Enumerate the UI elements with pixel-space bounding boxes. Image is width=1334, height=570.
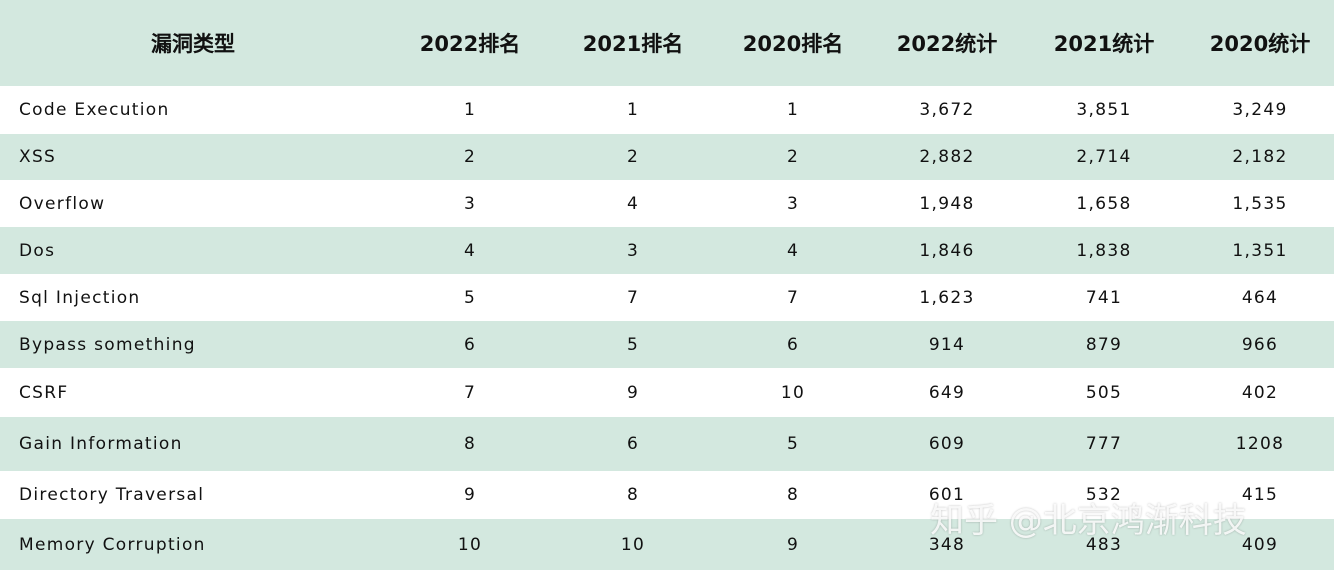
table-row: Directory Traversal 9 8 8 601 532 415	[0, 471, 1334, 519]
table-cell: 1,351	[1232, 240, 1288, 261]
table-cell: Dos	[19, 240, 56, 261]
table-cell: 1,846	[919, 240, 975, 261]
table-cell: 483	[1085, 534, 1123, 555]
table-cell: 1	[463, 100, 477, 120]
header-cell: 2022统计	[896, 32, 998, 56]
table-cell: 9	[626, 382, 640, 403]
table-cell: XSS	[19, 147, 57, 167]
table-cell: 1,948	[919, 193, 975, 214]
table-cell: 3	[626, 240, 640, 261]
table-row: Code Execution 1 1 1 3,672 3,851 3,249	[0, 86, 1334, 134]
table-cell: 415	[1241, 485, 1279, 505]
table-cell: 8	[463, 434, 477, 454]
table-cell: Memory Corruption	[19, 534, 206, 555]
table-cell: 4	[463, 240, 477, 261]
table-cell: 8	[786, 485, 800, 505]
table-row: Dos 4 3 4 1,846 1,838 1,351	[0, 227, 1334, 274]
table-cell: 3,249	[1232, 100, 1288, 120]
table-row: Sql Injection 5 7 7 1,623 741 464	[0, 274, 1334, 321]
watermark: 知乎 @北京鸿渐科技	[930, 501, 1247, 541]
table-cell: 6	[786, 334, 800, 355]
table-cell: 5	[626, 334, 640, 355]
table-cell: 348	[928, 534, 966, 555]
table-cell: 7	[463, 382, 477, 403]
table-cell: 1	[626, 100, 640, 120]
header-cell: 2021统计	[1053, 32, 1155, 56]
table-cell: 9	[786, 534, 800, 555]
table-cell: Bypass something	[19, 334, 196, 355]
table-cell: 1,838	[1076, 240, 1132, 261]
table-cell: 409	[1241, 534, 1279, 555]
table-cell: Overflow	[19, 193, 106, 214]
table-cell: 464	[1241, 287, 1279, 308]
table-cell: 3,851	[1076, 100, 1132, 120]
table-row: XSS 2 2 2 2,882 2,714 2,182	[0, 134, 1334, 180]
table-cell: 2,714	[1076, 147, 1132, 167]
table-cell: 4	[786, 240, 800, 261]
table-cell: 609	[928, 434, 966, 454]
table-cell: 2	[626, 147, 640, 167]
table-cell: 1208	[1235, 434, 1285, 454]
table-cell: 914	[928, 334, 966, 355]
table-cell: 2	[463, 147, 477, 167]
table-cell: 2,182	[1232, 147, 1288, 167]
table-cell: Gain Information	[19, 434, 183, 454]
table-cell: 1,658	[1076, 193, 1132, 214]
table-cell: 10	[457, 534, 483, 555]
table-row: Gain Information 8 6 5 609 777 1208	[0, 417, 1334, 471]
table-row: Memory Corruption 10 10 9 348 483 409	[0, 519, 1334, 570]
table-cell: 879	[1085, 334, 1123, 355]
table-cell: 402	[1241, 382, 1279, 403]
table-cell: 3,672	[919, 100, 975, 120]
header-cell: 2020统计	[1209, 32, 1311, 56]
table-cell: 6	[463, 334, 477, 355]
table-cell: 5	[463, 287, 477, 308]
table-row: Overflow 3 4 3 1,948 1,658 1,535	[0, 180, 1334, 227]
table-cell: 7	[626, 287, 640, 308]
table-cell: 966	[1241, 334, 1279, 355]
table-cell: 9	[463, 485, 477, 505]
table-cell: 2,882	[919, 147, 975, 167]
table-cell: Directory Traversal	[19, 485, 205, 505]
table-cell: Sql Injection	[19, 287, 141, 308]
table-cell: 1,535	[1232, 193, 1288, 214]
table-cell: 4	[626, 193, 640, 214]
header-row: 漏洞类型 2022排名 2021排名 2020排名 2022统计 2021统计 2020统计	[0, 0, 1334, 86]
table-cell: 10	[620, 534, 646, 555]
table-row: CSRF 7 9 10 649 505 402	[0, 368, 1334, 417]
table-row: Bypass something 6 5 6 914 879 966	[0, 321, 1334, 368]
table-cell: 3	[786, 193, 800, 214]
table-cell: 7	[786, 287, 800, 308]
header-cell: 漏洞类型	[151, 32, 235, 56]
table-cell: 8	[626, 485, 640, 505]
table-cell: CSRF	[19, 382, 69, 403]
header-cell: 2020排名	[742, 32, 844, 56]
table-cell: 10	[780, 382, 806, 403]
table-cell: 532	[1085, 485, 1123, 505]
table-cell: Code Execution	[19, 100, 170, 120]
table-cell: 649	[928, 382, 966, 403]
table-cell: 6	[626, 434, 640, 454]
table-cell: 601	[928, 485, 966, 505]
table-cell: 1	[786, 100, 800, 120]
table-cell: 3	[463, 193, 477, 214]
header-cell: 2021排名	[582, 32, 684, 56]
table-cell: 5	[786, 434, 800, 454]
table-cell: 741	[1085, 287, 1123, 308]
table-cell: 2	[786, 147, 800, 167]
table-cell: 505	[1085, 382, 1123, 403]
table-cell: 777	[1085, 434, 1123, 454]
table-cell: 1,623	[919, 287, 975, 308]
header-cell: 2022排名	[419, 32, 521, 56]
